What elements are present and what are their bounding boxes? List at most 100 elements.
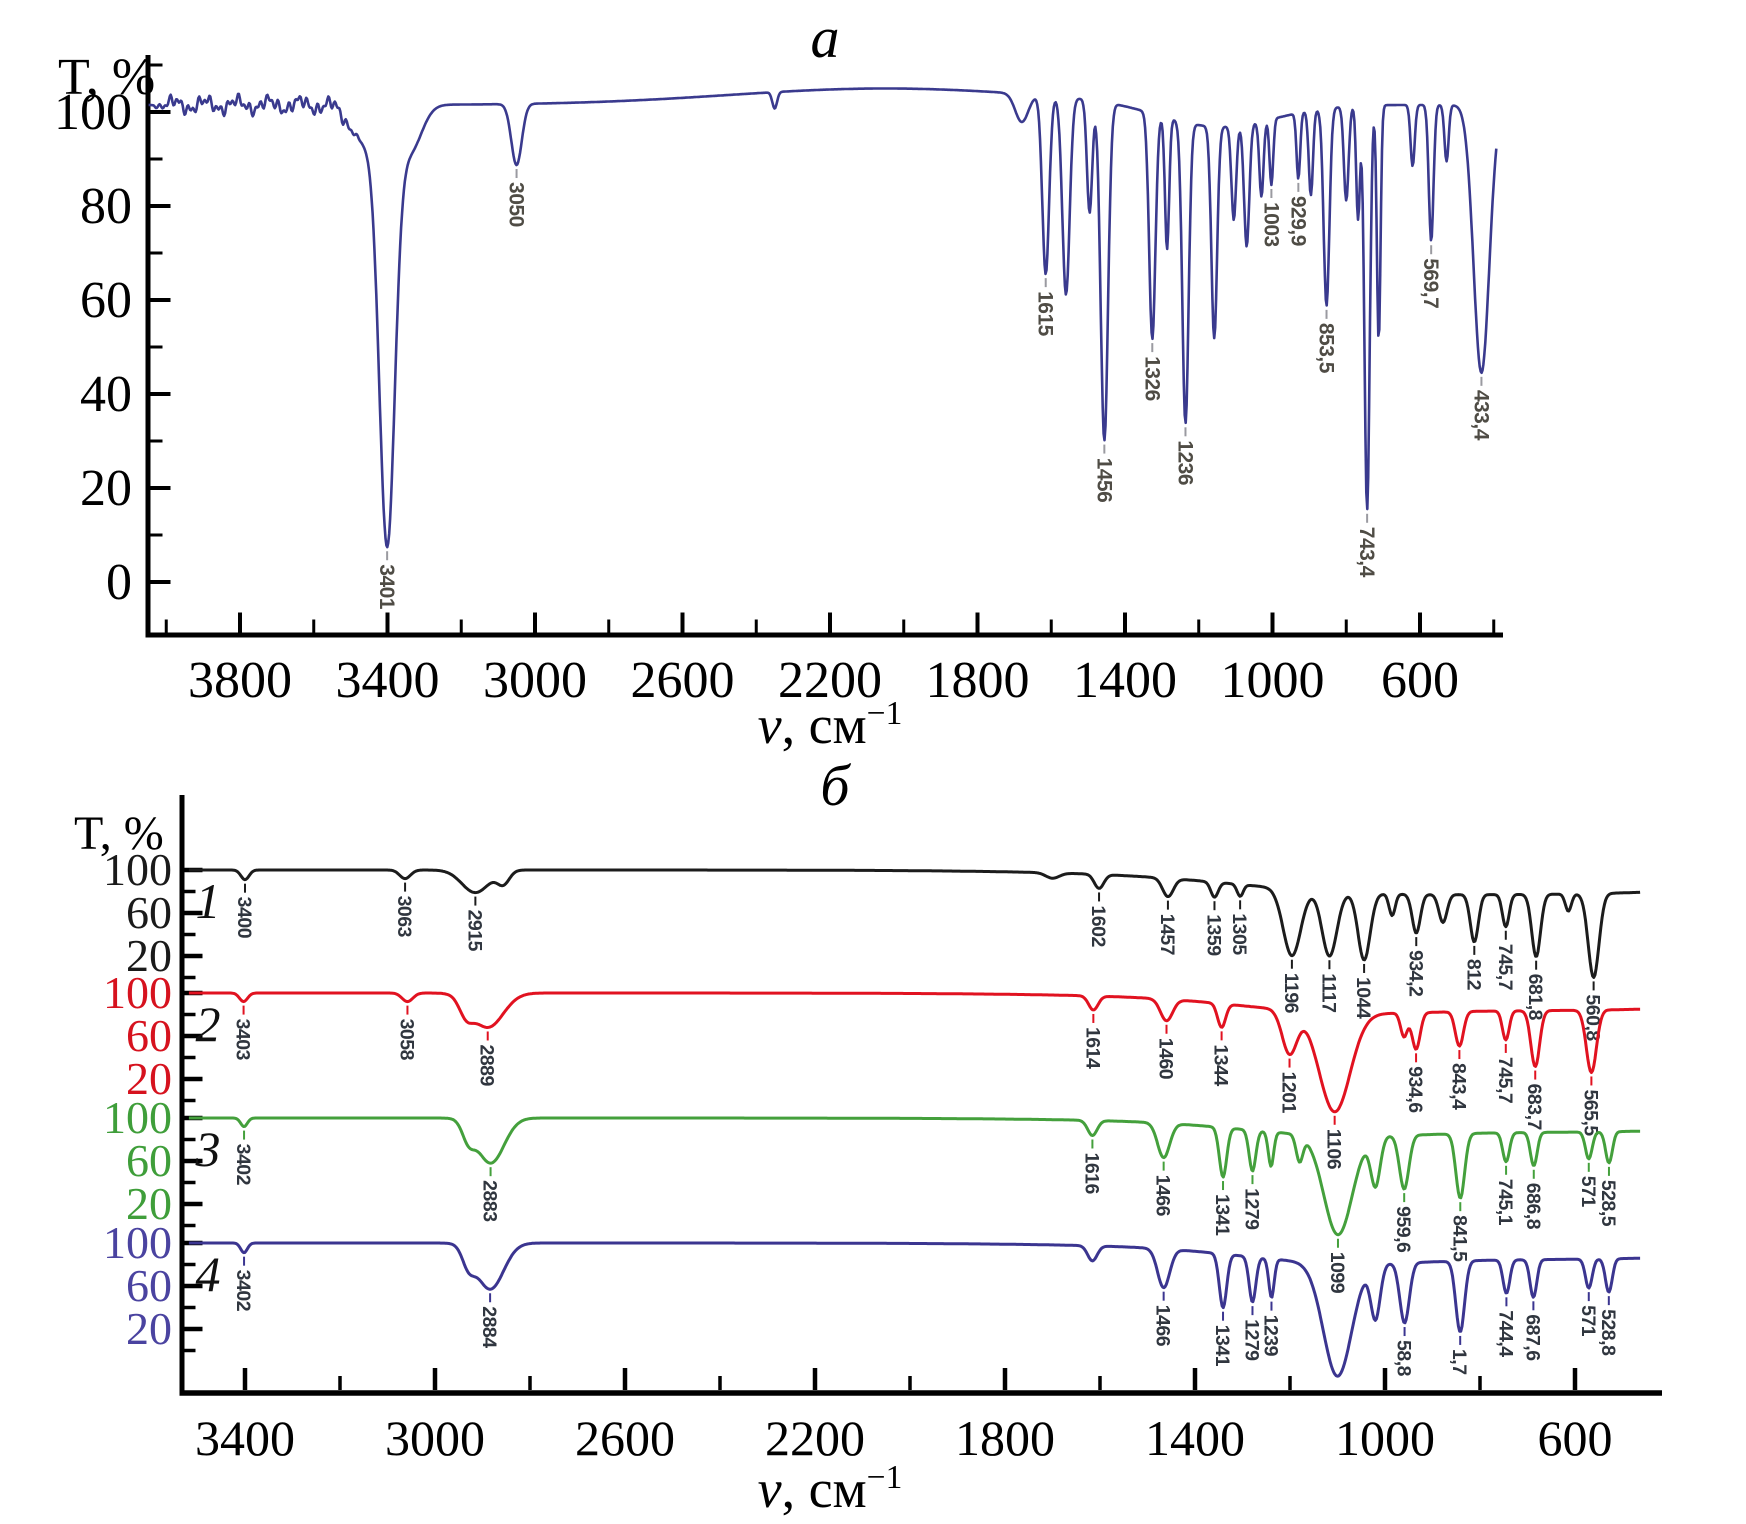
panel-a-x-axis-label: ν, см−1 (690, 694, 970, 756)
panel-b-y-axis-label: T, % (74, 807, 164, 860)
svg-text:1044: 1044 (1352, 977, 1374, 1019)
panel-a-x-axis-exponent: −1 (866, 695, 903, 732)
svg-text:1236: 1236 (1173, 440, 1196, 485)
svg-text:1279: 1279 (1240, 1319, 1262, 1361)
svg-text:1341: 1341 (1211, 1194, 1233, 1236)
svg-text:1099: 1099 (1326, 1252, 1348, 1294)
svg-text:3401: 3401 (375, 564, 398, 610)
svg-text:58,8: 58,8 (1393, 1340, 1415, 1377)
svg-text:1800: 1800 (926, 652, 1030, 709)
svg-text:1616: 1616 (1080, 1153, 1102, 1195)
svg-text:853,5: 853,5 (1315, 323, 1338, 374)
svg-text:60: 60 (80, 272, 132, 329)
svg-text:20: 20 (126, 1303, 172, 1354)
svg-text:1400: 1400 (1073, 652, 1177, 709)
svg-text:686,8: 686,8 (1522, 1183, 1544, 1230)
svg-text:1,7: 1,7 (1448, 1349, 1470, 1375)
svg-text:745,7: 745,7 (1494, 1057, 1516, 1103)
svg-text:3400: 3400 (233, 897, 255, 939)
svg-text:3400: 3400 (195, 1410, 295, 1466)
panel-b-x-axis-unit: , см (781, 1459, 867, 1519)
svg-text:2200: 2200 (778, 652, 882, 709)
svg-text:1: 1 (196, 873, 221, 929)
svg-text:528,5: 528,5 (1597, 1180, 1619, 1227)
svg-text:600: 600 (1538, 1410, 1613, 1466)
svg-text:528,8: 528,8 (1597, 1309, 1619, 1356)
svg-text:2915: 2915 (463, 910, 485, 952)
svg-text:2884: 2884 (478, 1306, 500, 1348)
svg-text:4: 4 (196, 1246, 221, 1302)
panel-b-nu-symbol: ν (757, 1459, 782, 1519)
svg-text:1196: 1196 (1280, 973, 1302, 1014)
svg-text:571: 571 (1577, 1176, 1599, 1208)
svg-text:20: 20 (126, 1053, 172, 1104)
svg-text:3403: 3403 (232, 1019, 254, 1061)
svg-text:3058: 3058 (395, 1019, 417, 1061)
svg-text:1279: 1279 (1240, 1188, 1262, 1230)
svg-text:3400: 3400 (336, 652, 440, 709)
panel-b-x-axis-label: ν, см−1 (680, 1458, 980, 1520)
svg-text:565,5: 565,5 (1579, 1089, 1601, 1136)
svg-text:100: 100 (103, 1092, 172, 1143)
svg-text:745,7: 745,7 (1494, 944, 1516, 990)
svg-text:569,7: 569,7 (1419, 258, 1442, 308)
panel-b-x-axis-exponent: −1 (866, 1459, 903, 1496)
svg-text:60: 60 (126, 887, 172, 938)
svg-text:100: 100 (103, 1217, 172, 1268)
svg-text:1400: 1400 (1145, 1410, 1245, 1466)
svg-text:1117: 1117 (1317, 973, 1339, 1012)
svg-text:60: 60 (126, 1260, 172, 1311)
svg-text:2883: 2883 (479, 1180, 501, 1222)
svg-text:0: 0 (106, 554, 132, 611)
panel-a-x-axis-unit: , см (781, 695, 867, 755)
svg-text:744,4: 744,4 (1494, 1310, 1516, 1357)
svg-text:3: 3 (195, 1121, 221, 1177)
svg-text:1000: 1000 (1221, 652, 1325, 709)
svg-text:571: 571 (1577, 1305, 1599, 1337)
svg-text:1602: 1602 (1087, 905, 1109, 947)
svg-text:2600: 2600 (575, 1410, 675, 1466)
svg-text:1460: 1460 (1155, 1038, 1177, 1080)
svg-text:1326: 1326 (1140, 356, 1163, 401)
svg-text:1615: 1615 (1034, 291, 1057, 337)
svg-text:20: 20 (80, 460, 132, 517)
svg-text:1614: 1614 (1081, 1027, 1103, 1069)
svg-text:1239: 1239 (1259, 1315, 1281, 1357)
svg-text:1344: 1344 (1210, 1044, 1232, 1086)
svg-text:743,4: 743,4 (1355, 527, 1378, 578)
panel-a-nu-symbol: ν (757, 695, 782, 755)
svg-text:100: 100 (54, 84, 132, 141)
svg-text:40: 40 (80, 366, 132, 423)
svg-text:687,6: 687,6 (1521, 1314, 1543, 1361)
svg-text:1466: 1466 (1152, 1305, 1174, 1347)
svg-text:3800: 3800 (188, 652, 292, 709)
svg-text:1106: 1106 (1323, 1129, 1345, 1170)
svg-text:1003: 1003 (1259, 202, 1282, 247)
svg-text:3000: 3000 (385, 1410, 485, 1466)
panel-a-title: a (810, 5, 840, 70)
svg-text:1305: 1305 (1228, 913, 1250, 955)
svg-text:80: 80 (80, 178, 132, 235)
svg-text:681,8: 681,8 (1524, 974, 1546, 1021)
svg-text:1800: 1800 (955, 1410, 1055, 1466)
svg-text:1000: 1000 (1335, 1410, 1435, 1466)
svg-text:100: 100 (103, 967, 172, 1018)
svg-text:2: 2 (196, 996, 221, 1052)
svg-text:1201: 1201 (1278, 1072, 1300, 1114)
svg-text:1457: 1457 (1156, 914, 1178, 955)
svg-text:60: 60 (126, 1010, 172, 1061)
svg-text:934,6: 934,6 (1404, 1066, 1426, 1113)
svg-text:959,6: 959,6 (1392, 1206, 1414, 1253)
svg-text:20: 20 (126, 1178, 172, 1229)
svg-text:3402: 3402 (232, 1144, 254, 1186)
svg-text:745,1: 745,1 (1494, 1179, 1516, 1226)
svg-text:1456: 1456 (1092, 458, 1115, 503)
svg-text:843,4: 843,4 (1447, 1063, 1469, 1110)
svg-text:929,9: 929,9 (1286, 196, 1309, 246)
svg-text:3000: 3000 (483, 652, 587, 709)
panel-a-y-axis-label: T, % (58, 49, 156, 106)
svg-text:1466: 1466 (1152, 1175, 1174, 1217)
svg-text:600: 600 (1381, 652, 1459, 709)
